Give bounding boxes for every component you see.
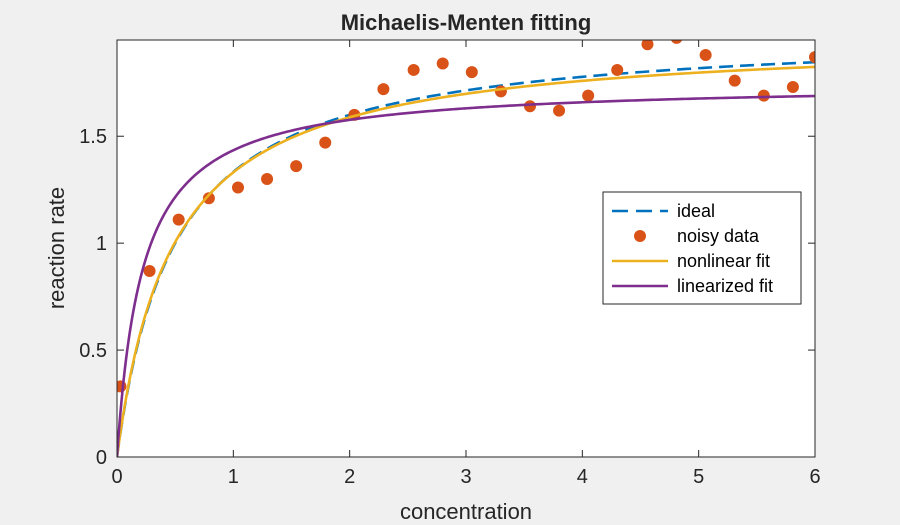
data-point xyxy=(523,100,536,113)
data-point xyxy=(290,160,303,173)
data-point xyxy=(202,192,215,205)
data-point xyxy=(786,81,799,94)
data-point xyxy=(407,63,420,76)
data-point xyxy=(670,40,683,44)
x-tick-label: 5 xyxy=(693,466,704,488)
series-linearized-fit-line xyxy=(117,94,815,457)
data-point xyxy=(231,181,244,194)
x-tick-label: 0 xyxy=(111,466,122,488)
data-point xyxy=(757,89,770,102)
x-tick-label: 1 xyxy=(228,466,239,488)
y-tick-label: 0.5 xyxy=(79,340,107,362)
legend-label: noisy data xyxy=(677,226,760,246)
data-point xyxy=(436,57,449,70)
data-point xyxy=(728,74,741,87)
legend: ideal noisy data nonlinear fit linearized f… xyxy=(602,191,802,305)
data-point xyxy=(465,66,478,79)
ticks-layer: 0 1 2 3 4 5 6 0 0.5 1 1.5 xyxy=(79,40,821,488)
data-point xyxy=(699,48,712,61)
y-axis-label: reaction rate xyxy=(44,187,69,309)
series-layer xyxy=(117,40,815,457)
y-tick-label: 1 xyxy=(96,233,107,255)
data-point xyxy=(377,83,390,96)
data-point xyxy=(582,89,595,102)
data-point xyxy=(143,264,156,277)
legend-item-linearized-fit: linearized fit xyxy=(612,276,773,296)
data-point xyxy=(641,40,654,51)
x-tick-label: 4 xyxy=(577,466,588,488)
data-point xyxy=(553,104,566,117)
data-point xyxy=(611,63,624,76)
x-axis-label: concentration xyxy=(400,499,532,524)
data-point xyxy=(261,173,274,185)
x-tick-label: 6 xyxy=(809,466,820,488)
legend-marker xyxy=(634,230,646,242)
x-tick-label: 3 xyxy=(460,466,471,488)
legend-item-ideal: ideal xyxy=(612,201,715,221)
data-point xyxy=(319,136,332,149)
x-tick-label: 2 xyxy=(344,466,355,488)
legend-item-noisy-data: noisy data xyxy=(634,226,760,246)
legend-label: nonlinear fit xyxy=(677,251,770,271)
legend-item-nonlinear-fit: nonlinear fit xyxy=(612,251,770,271)
series-nonlinear-fit-line xyxy=(117,65,815,457)
chart-title: Michaelis-Menten fitting xyxy=(341,10,592,35)
legend-label: ideal xyxy=(677,201,715,221)
data-point xyxy=(172,213,185,226)
data-point xyxy=(809,51,815,64)
series-noisy-data xyxy=(117,40,815,393)
legend-label: linearized fit xyxy=(677,276,773,296)
y-tick-label: 0 xyxy=(96,447,107,469)
y-tick-label: 1.5 xyxy=(79,126,107,148)
data-point xyxy=(494,85,507,98)
